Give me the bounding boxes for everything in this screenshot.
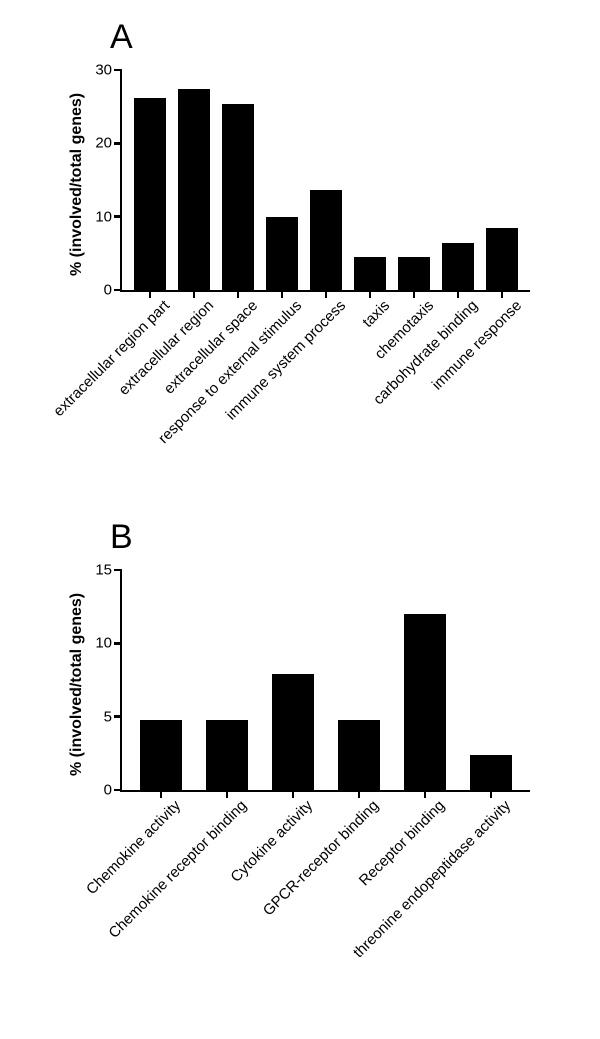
y-tick-label: 30	[95, 62, 122, 79]
bar	[222, 104, 255, 290]
bar	[206, 720, 248, 790]
panel-a-y-axis-label: % (involved/total genes)	[68, 93, 86, 276]
panel-b: B % (involved/total genes) 051015Chemoki…	[0, 510, 600, 1039]
y-tick-label: 10	[95, 635, 122, 652]
bar	[266, 217, 299, 290]
panel-b-plot-area: 051015Chemokine activityChemokine recept…	[120, 570, 530, 792]
bar	[354, 257, 387, 290]
bar	[310, 190, 343, 290]
y-tick-label: 10	[95, 208, 122, 225]
bar	[398, 257, 431, 290]
y-tick-label: 20	[95, 135, 122, 152]
bar	[134, 98, 167, 290]
bar	[470, 755, 512, 790]
y-tick-label: 0	[104, 282, 122, 299]
bar	[442, 243, 475, 290]
panel-b-y-axis-label: % (involved/total genes)	[68, 593, 86, 776]
bar	[272, 674, 314, 790]
y-tick-label: 15	[95, 562, 122, 579]
y-tick-label: 0	[104, 782, 122, 799]
y-tick-label: 5	[104, 708, 122, 725]
bar	[338, 720, 380, 790]
panel-a-label: A	[110, 18, 133, 57]
panel-a: A % (involved/total genes) 0102030extrac…	[0, 0, 600, 520]
figure: A % (involved/total genes) 0102030extrac…	[0, 0, 600, 1039]
bar	[178, 89, 211, 290]
bar	[404, 614, 446, 790]
bar	[486, 228, 519, 290]
panel-b-label: B	[110, 518, 133, 557]
panel-a-plot-area: 0102030extracellular region partextracel…	[120, 70, 530, 292]
bar	[140, 720, 182, 790]
